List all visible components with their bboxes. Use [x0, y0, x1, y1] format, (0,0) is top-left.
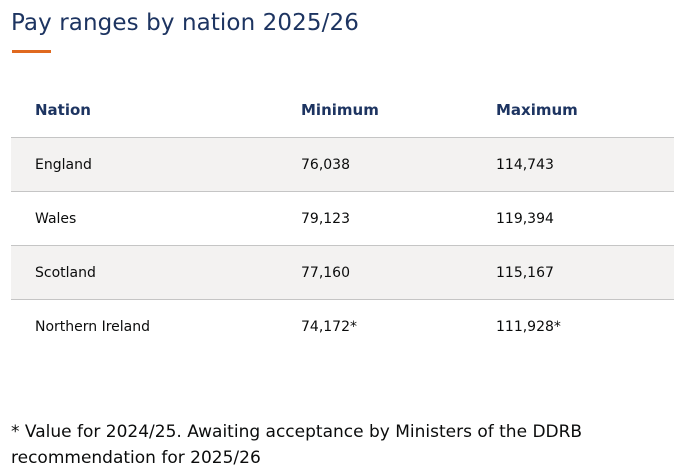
table-row-scotland: Scotland 77,160 115,167 — [11, 245, 674, 300]
cell-minimum: 79,123 — [301, 191, 496, 246]
cell-nation: Northern Ireland — [35, 318, 151, 335]
cell-minimum: 77,160 — [301, 245, 496, 300]
pay-ranges-table: Nation Minimum Maximum England 76,038 11… — [11, 83, 674, 353]
cell-maximum: 119,394 — [496, 191, 674, 246]
cell-maximum: 115,167 — [496, 245, 674, 300]
cell-nation: Scotland — [11, 245, 301, 300]
cell-minimum: 76,038 — [301, 137, 496, 192]
title-accent-rule — [12, 50, 51, 53]
cell-minimum: 74,172* — [301, 318, 357, 335]
table-footnote: * Value for 2024/25. Awaiting acceptance… — [11, 422, 583, 468]
table-row-wales: Wales 79,123 119,394 — [11, 191, 674, 246]
column-header-minimum: Minimum — [301, 83, 496, 138]
column-header-nation: Nation — [11, 83, 301, 138]
page-title: Pay ranges by nation 2025/26 — [11, 10, 359, 36]
table-row-northern-ireland: Northern Ireland 74,172* 111,928* — [11, 300, 674, 354]
table-row-england: England 76,038 114,743 — [11, 137, 674, 192]
table-header-row: Nation Minimum Maximum — [11, 83, 674, 138]
cell-nation: England — [11, 137, 301, 192]
cell-nation: Wales — [11, 191, 301, 246]
column-header-maximum: Maximum — [496, 83, 674, 138]
cell-maximum: 114,743 — [496, 137, 674, 192]
cell-maximum: 111,928* — [496, 318, 561, 335]
